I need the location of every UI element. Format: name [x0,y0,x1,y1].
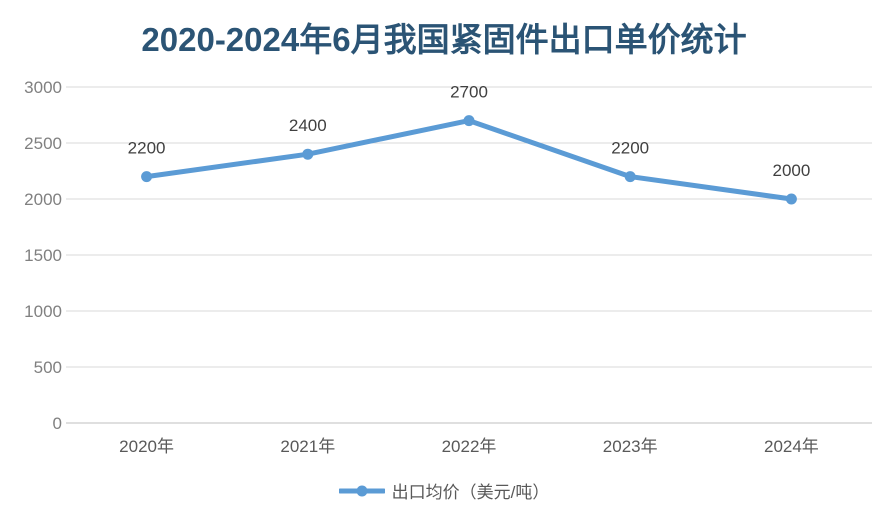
x-axis-tick-label: 2020年 [119,437,174,456]
y-axis-tick-label: 2500 [24,134,62,153]
data-point-marker[interactable] [141,171,153,183]
data-label: 2200 [611,139,649,158]
data-point-marker[interactable] [785,193,797,205]
data-label: 2200 [128,139,166,158]
x-axis-tick-label: 2021年 [280,437,335,456]
y-axis-tick-label: 1500 [24,246,62,265]
x-axis-tick-label: 2022年 [442,437,497,456]
y-axis-tick-label: 1000 [24,302,62,321]
data-point-marker[interactable] [302,148,314,160]
data-point-marker[interactable] [624,171,636,183]
legend[interactable]: 出口均价（美元/吨） [0,478,888,503]
x-axis-tick-label: 2024年 [764,437,819,456]
data-point-marker[interactable] [463,115,475,127]
y-axis-tick-label: 500 [34,358,62,377]
data-label: 2700 [450,83,488,102]
y-axis-tick-label: 0 [53,414,62,433]
chart-title: 2020-2024年6月我国紧固件出口单价统计 [141,21,747,58]
series-line [144,118,794,202]
data-label: 2000 [772,161,810,180]
legend-label: 出口均价（美元/吨） [391,483,550,502]
legend-line-marker-icon [338,485,385,496]
data-label: 2400 [289,116,327,135]
y-axis-tick-label: 2000 [24,190,62,209]
y-axis-tick-label: 3000 [24,78,62,97]
x-axis-tick-label: 2023年 [603,437,658,456]
